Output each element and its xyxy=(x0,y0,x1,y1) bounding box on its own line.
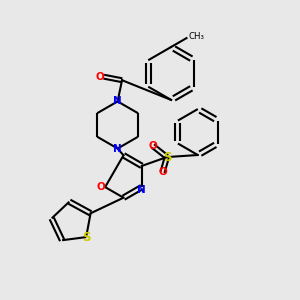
Text: O: O xyxy=(158,167,167,177)
Text: S: S xyxy=(163,151,171,164)
Text: CH₃: CH₃ xyxy=(189,32,205,41)
Text: N: N xyxy=(113,143,122,154)
Text: O: O xyxy=(97,182,105,192)
Text: O: O xyxy=(148,141,157,151)
Text: O: O xyxy=(96,72,104,82)
Text: S: S xyxy=(82,231,90,244)
Text: N: N xyxy=(113,96,122,106)
Text: N: N xyxy=(137,185,146,195)
